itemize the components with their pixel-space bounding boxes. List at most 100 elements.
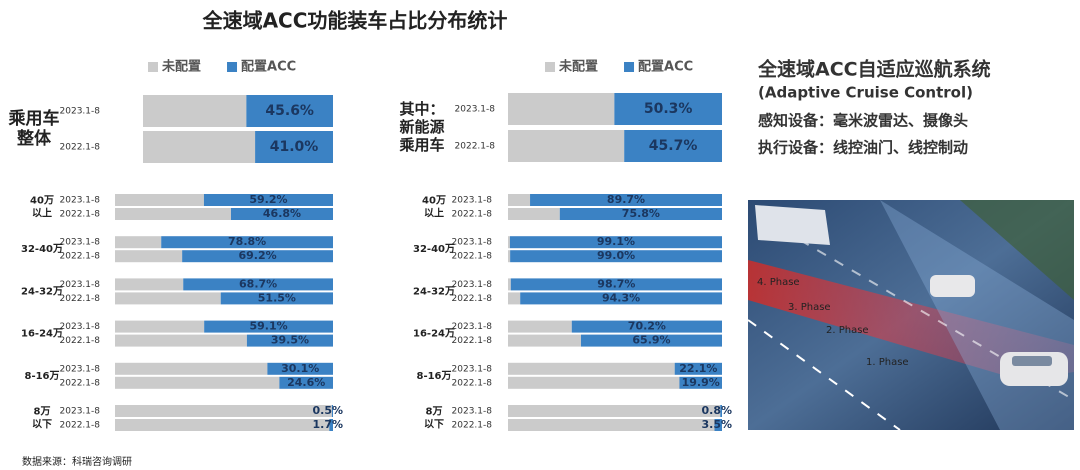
bar-segment [115,292,221,305]
bar-segment [115,236,162,249]
year-label: 2023.1-8 [60,280,101,290]
bar-segment [115,362,268,375]
year-label: 2023.1-8 [60,196,101,206]
year-label: 2023.1-8 [60,238,101,248]
bar-segment [115,250,183,263]
bar-segment [115,278,184,291]
bar-segment [255,131,333,163]
value-label: 3.5% [701,418,732,431]
value-label: 1.7% [312,418,343,431]
bar-segment [559,208,722,220]
bar-segment [267,362,333,375]
year-label: 2023.1-8 [60,107,101,117]
bar-segment [508,419,715,431]
side-line: 执行设备：线控油门、线控制动 [758,139,968,157]
group-label: 以下 [32,419,52,431]
year-label: 2022.1-8 [60,378,101,388]
bar-segment [279,376,333,389]
value-label: 69.2% [238,249,276,262]
value-label: 0.8% [701,404,732,417]
bar-segment [115,194,204,206]
bar-segment [115,208,231,220]
legend-swatch [624,62,635,72]
group-label: 乘用车 [398,136,444,154]
legend-label: 配置ACC [638,60,693,75]
group-label: 32-40万 [413,243,455,255]
group-label: 40万 [422,195,446,207]
group-label: 8-16万 [416,370,451,382]
group-label: 以上 [424,207,444,220]
bar-segment [508,250,511,263]
value-label: 0.5% [312,404,343,417]
year-label: 2023.1-8 [452,280,493,290]
bar-segment [331,405,333,417]
bar-segment [510,278,722,291]
value-label: 99.0% [597,249,635,262]
bar-segment [508,376,680,389]
bar-segment [624,130,722,162]
bar-segment [115,320,205,333]
value-label: 24.6% [287,376,325,389]
group-label: 以上 [32,207,52,220]
side-line: 感知设备：毫米波雷达、摄像头 [758,112,968,130]
year-label: 2022.1-8 [452,336,493,346]
value-label: 78.8% [228,235,266,248]
bar-segment [508,208,560,220]
year-label: 2023.1-8 [452,196,493,206]
phase-label: 4. Phase [757,277,800,288]
bar-segment [115,376,280,389]
bar-segment [182,250,333,263]
group-label: 24-32万 [413,285,455,297]
side-subtitle: (Adaptive Cruise Control) [758,84,973,102]
bar-segment [509,236,722,249]
legend-swatch [148,62,158,72]
year-label: 2022.1-8 [60,421,101,431]
year-label: 2023.1-8 [452,238,493,248]
year-label: 2022.1-8 [60,294,101,304]
value-label: 45.7% [649,138,698,154]
year-label: 2022.1-8 [60,336,101,346]
value-label: 45.6% [265,103,314,119]
value-label: 39.5% [271,334,309,347]
value-label: 50.3% [644,101,693,117]
year-label: 2023.1-8 [452,407,493,417]
bar-segment [246,334,333,347]
bar-segment [679,376,722,389]
value-label: 70.2% [628,320,666,333]
bar-segment [246,95,333,127]
bar-segment [674,362,722,375]
value-label: 68.7% [239,277,277,290]
bar-segment [508,236,510,249]
value-label: 41.0% [270,139,319,155]
road-image [747,200,1075,431]
group-label: 8万 [34,406,51,418]
bar-segment [183,278,333,291]
group-label: 24-32万 [21,285,63,297]
bar-segment [580,334,722,347]
group-label: 8-16万 [24,370,59,382]
year-label: 2022.1-8 [455,142,496,152]
bar-segment [520,292,722,305]
bar-segment [204,320,333,333]
group-label: 40万 [30,195,54,207]
value-label: 75.8% [622,207,660,220]
value-label: 59.1% [249,320,287,333]
value-label: 98.7% [597,277,635,290]
bar-segment [508,405,721,417]
value-label: 30.1% [281,362,319,375]
year-label: 2023.1-8 [60,407,101,417]
bar-segment [115,334,247,347]
bar-segment [220,292,333,305]
year-label: 2022.1-8 [452,210,493,220]
bar-segment [720,405,722,417]
value-label: 94.3% [602,291,640,304]
year-label: 2022.1-8 [60,252,101,262]
year-label: 2022.1-8 [60,143,101,153]
bar-segment [230,208,333,220]
bar-segment [571,320,722,333]
legend-swatch [545,62,555,72]
year-label: 2022.1-8 [60,210,101,220]
year-label: 2023.1-8 [452,322,493,332]
bar-segment [508,292,521,305]
